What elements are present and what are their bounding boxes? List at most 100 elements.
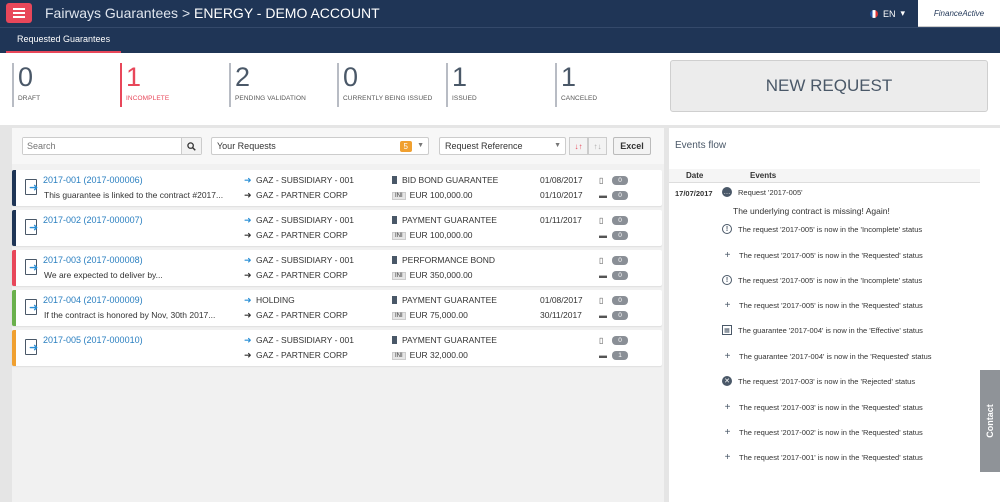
stat-pending-validation[interactable]: 2 PENDING VALIDATION xyxy=(229,63,306,107)
stat-currently-being-issued[interactable]: 0 CURRENTLY BEING ISSUED xyxy=(337,63,432,107)
stat-draft[interactable]: 0 DRAFT xyxy=(12,63,40,107)
request-reference-link[interactable]: 2017-002 (2017-000007) xyxy=(43,215,143,225)
stat-label: INCOMPLETE xyxy=(126,95,170,102)
document-arrow-icon xyxy=(25,259,38,275)
new-request-button[interactable]: NEW REQUEST xyxy=(670,60,988,112)
request-description: We are expected to deliver by... xyxy=(44,270,163,280)
request-row[interactable]: 2017-004 (2017-000009) If the contract i… xyxy=(12,290,662,326)
exclamation-icon: ! xyxy=(722,275,732,285)
documents-count[interactable]: ▯ 0 xyxy=(599,176,629,186)
comments-count[interactable]: ▬ 0 xyxy=(599,191,629,201)
documents-count[interactable]: ▯ 0 xyxy=(599,296,629,306)
document-arrow-icon xyxy=(25,299,38,315)
sort-value: Request Reference xyxy=(445,141,523,151)
request-row[interactable]: 2017-005 (2017-000010) ➜GAZ - SUBSIDIARY… xyxy=(12,330,662,366)
stat-count: 1 xyxy=(126,62,142,92)
tab-requested-guarantees[interactable]: Requested Guarantees xyxy=(6,28,122,53)
filter-value: Your Requests xyxy=(217,141,276,151)
comment-icon: ▬ xyxy=(599,351,607,360)
request-reference-link[interactable]: 2017-003 (2017-000008) xyxy=(43,255,143,265)
sign-in-icon: ➜ xyxy=(244,350,252,360)
sign-in-icon: ➜ xyxy=(244,295,252,305)
comment-icon: … xyxy=(722,187,732,197)
comment-icon: ▬ xyxy=(599,311,607,320)
beneficiary-entity: ➜ GAZ - PARTNER CORP xyxy=(244,230,348,240)
event-item: ▦ The guarantee '2017-004' is now in the … xyxy=(722,325,923,335)
sign-in-icon: ➜ xyxy=(244,175,252,185)
exclamation-icon: ! xyxy=(722,224,732,234)
tab-bar: Requested Guarantees xyxy=(0,27,1000,53)
guarantee-type: PAYMENT GUARANTEE xyxy=(392,335,497,345)
stat-label: DRAFT xyxy=(18,95,41,102)
event-item: … Request '2017-005' xyxy=(722,187,803,197)
requests-panel: Your Requests 5 ▼ Request Reference ▼ ↓↑… xyxy=(12,128,664,502)
bookmark-icon xyxy=(392,216,397,224)
stat-count: 0 xyxy=(18,62,34,92)
sort-field-select[interactable]: Request Reference ▼ xyxy=(439,137,566,155)
language-selector[interactable]: EN ▾ xyxy=(870,8,905,19)
comments-count[interactable]: ▬ 0 xyxy=(599,311,629,321)
issuer-entity: ➜ GAZ - SUBSIDIARY - 001 xyxy=(244,335,354,345)
bookmark-icon xyxy=(392,336,397,344)
sort-descending-icon[interactable]: ↑↓ xyxy=(588,137,607,155)
event-item: + The request '2017-002' is now in the 'R… xyxy=(722,427,923,438)
sign-in-icon: ➜ xyxy=(244,270,252,280)
documents-count[interactable]: ▯ 0 xyxy=(599,256,629,266)
excel-export-button[interactable]: Excel xyxy=(613,137,651,155)
issuer-entity: ➜ GAZ - SUBSIDIARY - 001 xyxy=(244,175,354,185)
events-table-header: Date Events xyxy=(669,169,980,183)
sign-in-icon: ➜ xyxy=(244,190,252,200)
stat-count: 1 xyxy=(452,62,468,92)
filter-count-badge: 5 xyxy=(399,141,412,152)
sign-in-icon: ➜ xyxy=(244,255,252,265)
search-icon[interactable] xyxy=(181,138,201,154)
beneficiary-entity: ➜ GAZ - PARTNER CORP xyxy=(244,190,348,200)
events-column-header: Events xyxy=(750,171,777,180)
plus-icon: + xyxy=(724,300,731,311)
request-reference-link[interactable]: 2017-005 (2017-000010) xyxy=(43,335,143,345)
request-description: If the contract is honored by Nov, 30th … xyxy=(44,310,216,320)
search-input[interactable] xyxy=(23,138,183,154)
plus-icon: + xyxy=(724,427,731,438)
hamburger-menu-icon[interactable] xyxy=(6,3,32,23)
breadcrumb: Fairways Guarantees > ENERGY - DEMO ACCO… xyxy=(45,5,380,21)
event-item: + The request '2017-005' is now in the 'R… xyxy=(722,250,923,261)
stat-label: PENDING VALIDATION xyxy=(235,95,306,102)
top-bar: Fairways Guarantees > ENERGY - DEMO ACCO… xyxy=(0,0,1000,27)
ini-badge: INI xyxy=(392,352,406,360)
issuer-entity: ➜ GAZ - SUBSIDIARY - 001 xyxy=(244,255,354,265)
stat-count: 2 xyxy=(235,62,251,92)
ini-badge: INI xyxy=(392,192,406,200)
chevron-down-icon: ▼ xyxy=(417,142,424,149)
contact-tab[interactable]: Contact xyxy=(980,370,1000,472)
event-item: + The request '2017-001' is now in the 'R… xyxy=(722,452,923,463)
start-date: 01/08/2017 xyxy=(540,175,583,185)
guarantee-type: PERFORMANCE BOND xyxy=(392,255,495,265)
stat-incomplete[interactable]: 1 INCOMPLETE xyxy=(120,63,169,107)
requests-filter-select[interactable]: Your Requests 5 ▼ xyxy=(211,137,429,155)
request-row[interactable]: 2017-003 (2017-000008) We are expected t… xyxy=(12,250,662,286)
sort-ascending-icon[interactable]: ↓↑ xyxy=(569,137,588,155)
event-comment: The underlying contract is missing! Agai… xyxy=(733,206,890,216)
documents-count[interactable]: ▯ 0 xyxy=(599,216,629,226)
bookmark-icon xyxy=(392,256,397,264)
account-name: ENERGY - DEMO ACCOUNT xyxy=(194,5,380,21)
request-row[interactable]: 2017-002 (2017-000007) ➜GAZ - SUBSIDIARY… xyxy=(12,210,662,246)
request-row[interactable]: 2017-001 (2017-000006) This guarantee is… xyxy=(12,170,662,206)
chevron-down-icon: ▼ xyxy=(554,142,561,149)
request-reference-link[interactable]: 2017-004 (2017-000009) xyxy=(43,295,143,305)
documents-count[interactable]: ▯ 0 xyxy=(599,336,629,346)
finance-active-logo: FinanceActive xyxy=(918,0,1000,27)
app-name[interactable]: Fairways Guarantees xyxy=(45,5,179,21)
search-box xyxy=(22,137,202,155)
request-reference-link[interactable]: 2017-001 (2017-000006) xyxy=(43,175,143,185)
comments-count[interactable]: ▬ 1 xyxy=(599,351,629,361)
comments-count[interactable]: ▬ 0 xyxy=(599,271,629,281)
plus-icon: + xyxy=(724,351,731,362)
stat-canceled[interactable]: 1 CANCELED xyxy=(555,63,597,107)
stat-issued[interactable]: 1 ISSUED xyxy=(446,63,477,107)
comment-icon: ▬ xyxy=(599,271,607,280)
sign-in-icon: ➜ xyxy=(244,230,252,240)
comments-count[interactable]: ▬ 0 xyxy=(599,231,629,241)
guarantee-amount: INI EUR 350,000.00 xyxy=(392,270,473,280)
